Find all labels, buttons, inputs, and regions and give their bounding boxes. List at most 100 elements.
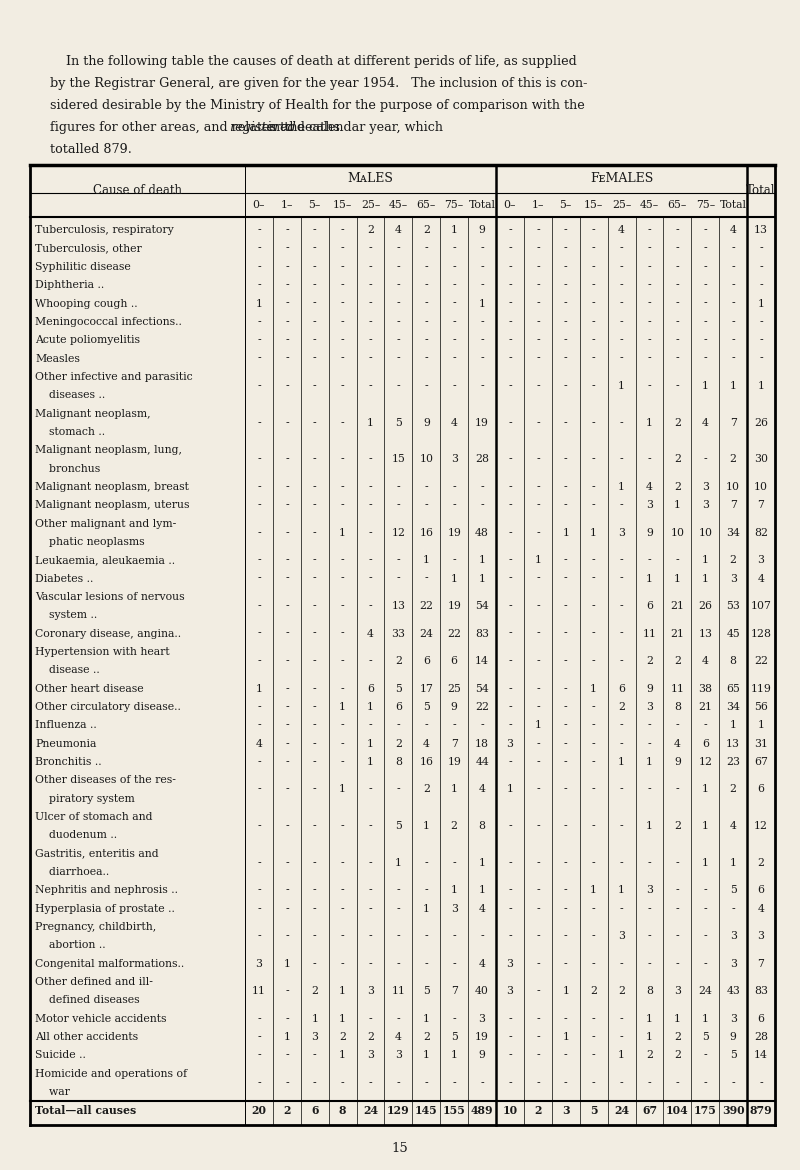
Text: 43: 43 [726, 986, 740, 996]
Text: Other malignant and lym-: Other malignant and lym- [35, 518, 176, 529]
Text: 54: 54 [475, 601, 489, 611]
Text: -: - [341, 335, 345, 345]
Text: -: - [648, 335, 651, 345]
Text: Hypertension with heart: Hypertension with heart [35, 647, 170, 656]
Text: 2: 2 [283, 1104, 290, 1116]
Text: 2: 2 [674, 418, 681, 428]
Text: 2: 2 [423, 1032, 430, 1042]
Text: -: - [731, 280, 735, 290]
Text: -: - [508, 886, 512, 895]
Text: -: - [313, 784, 317, 794]
Text: -: - [313, 381, 317, 391]
Text: 28: 28 [475, 454, 489, 464]
Text: -: - [285, 501, 289, 510]
Text: 3: 3 [730, 1013, 737, 1024]
Text: diarrhoea..: diarrhoea.. [42, 867, 110, 878]
Text: -: - [313, 628, 317, 639]
Text: 6: 6 [423, 656, 430, 666]
Text: -: - [564, 317, 568, 326]
Text: -: - [592, 317, 595, 326]
Text: 2: 2 [674, 1051, 681, 1060]
Text: 155: 155 [442, 1104, 466, 1116]
Text: Other defined and ill-: Other defined and ill- [35, 977, 153, 987]
Text: -: - [592, 1078, 595, 1088]
Text: -: - [759, 243, 763, 254]
Text: -: - [564, 482, 568, 491]
Text: -: - [592, 738, 595, 749]
Text: -: - [564, 225, 568, 235]
Text: -: - [480, 353, 484, 364]
Text: -: - [285, 757, 289, 766]
Text: -: - [369, 335, 372, 345]
Text: 5: 5 [395, 821, 402, 831]
Text: -: - [452, 317, 456, 326]
Text: 1: 1 [311, 1013, 318, 1024]
Text: -: - [675, 243, 679, 254]
Text: 31: 31 [754, 738, 768, 749]
Text: -: - [620, 858, 623, 868]
Text: Whooping cough ..: Whooping cough .. [35, 298, 138, 309]
Text: -: - [564, 280, 568, 290]
Text: -: - [313, 262, 317, 271]
Text: -: - [620, 721, 623, 730]
Text: -: - [675, 317, 679, 326]
Text: 3: 3 [506, 958, 514, 969]
Text: Vascular lesions of nervous: Vascular lesions of nervous [35, 592, 185, 601]
Text: -: - [620, 628, 623, 639]
Text: 4: 4 [478, 903, 486, 914]
Text: -: - [285, 821, 289, 831]
Text: -: - [536, 280, 540, 290]
Text: 56: 56 [754, 702, 768, 711]
Text: -: - [620, 280, 623, 290]
Text: 1: 1 [702, 573, 709, 584]
Text: 5: 5 [423, 702, 430, 711]
Text: -: - [592, 757, 595, 766]
Text: 4: 4 [758, 573, 765, 584]
Text: -: - [620, 1078, 623, 1088]
Text: 3: 3 [311, 1032, 318, 1042]
Text: -: - [648, 454, 651, 464]
Text: -: - [397, 784, 400, 794]
Text: -: - [425, 262, 428, 271]
Text: -: - [313, 1078, 317, 1088]
Text: -: - [285, 1013, 289, 1024]
Text: 9: 9 [478, 225, 486, 235]
Text: 12: 12 [391, 528, 406, 538]
Text: 45: 45 [726, 628, 740, 639]
Text: 25–: 25– [612, 200, 631, 209]
Text: 4: 4 [478, 958, 486, 969]
Text: -: - [313, 886, 317, 895]
Text: -: - [564, 757, 568, 766]
Text: 9: 9 [674, 757, 681, 766]
Text: defined diseases: defined diseases [42, 996, 140, 1005]
Text: -: - [397, 556, 400, 565]
Text: 2: 2 [395, 738, 402, 749]
Text: -: - [425, 243, 428, 254]
Text: -: - [257, 353, 261, 364]
Text: 13: 13 [698, 628, 712, 639]
Text: disease ..: disease .. [42, 666, 100, 675]
Text: -: - [508, 821, 512, 831]
Text: -: - [257, 628, 261, 639]
Text: Bronchitis ..: Bronchitis .. [35, 757, 102, 766]
Text: -: - [452, 262, 456, 271]
Text: -: - [369, 243, 372, 254]
Text: -: - [564, 702, 568, 711]
Text: Measles: Measles [35, 353, 80, 364]
Text: In the following table the causes of death at different perids of life, as suppl: In the following table the causes of dea… [50, 55, 577, 68]
Text: -: - [397, 721, 400, 730]
Text: 879: 879 [750, 1104, 772, 1116]
Text: -: - [592, 243, 595, 254]
Text: 175: 175 [694, 1104, 717, 1116]
Text: 21: 21 [698, 702, 712, 711]
Text: -: - [397, 298, 400, 309]
Text: -: - [592, 418, 595, 428]
Text: -: - [313, 280, 317, 290]
Text: -: - [425, 335, 428, 345]
Text: -: - [703, 454, 707, 464]
Text: -: - [341, 628, 345, 639]
Text: 1: 1 [702, 784, 709, 794]
Text: -: - [452, 556, 456, 565]
Text: -: - [285, 784, 289, 794]
Text: -: - [592, 262, 595, 271]
